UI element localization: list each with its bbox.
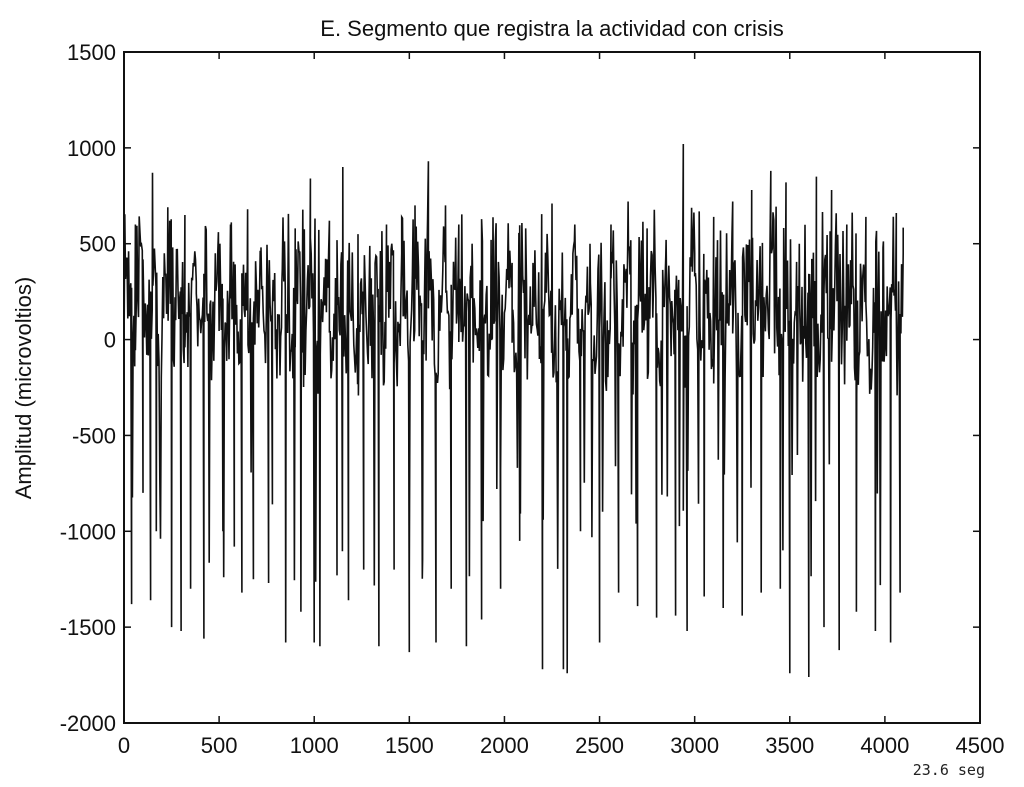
- y-tick-label: 1000: [67, 136, 116, 161]
- y-tick-label: 500: [79, 232, 116, 257]
- x-tick-label: 500: [201, 733, 238, 758]
- y-tick-label: 0: [104, 328, 116, 353]
- series-layer: [123, 143, 904, 678]
- x-tick-label: 1500: [385, 733, 434, 758]
- chart-title: E. Segmento que registra la actividad co…: [320, 16, 783, 41]
- x-tick-label: 2000: [480, 733, 529, 758]
- y-tick-label: -2000: [60, 711, 116, 736]
- x-tick-label: 2500: [575, 733, 624, 758]
- series-line-0: [123, 143, 904, 678]
- y-axis-ticks: 1500 1000 500 0 -500 -1000 -1500 -2000: [60, 40, 980, 736]
- duration-footnote: 23.6 seg: [913, 761, 985, 779]
- y-tick-label: -1500: [60, 615, 116, 640]
- x-tick-label: 4000: [860, 733, 909, 758]
- x-tick-label: 4500: [956, 733, 1005, 758]
- y-tick-label: 1500: [67, 40, 116, 65]
- x-tick-label: 3000: [670, 733, 719, 758]
- plot-area-frame: [123, 51, 981, 724]
- x-tick-label: 1000: [290, 733, 339, 758]
- x-tick-label: 3500: [765, 733, 814, 758]
- y-tick-label: -1000: [60, 519, 116, 544]
- x-tick-label: 0: [118, 733, 130, 758]
- y-axis-label: Amplitud (microvoltios): [11, 277, 36, 500]
- y-tick-label: -500: [72, 423, 116, 448]
- x-axis-ticks: 0 500 1000 1500 2000 2500 3000 3500 4000 4500: [118, 52, 1005, 758]
